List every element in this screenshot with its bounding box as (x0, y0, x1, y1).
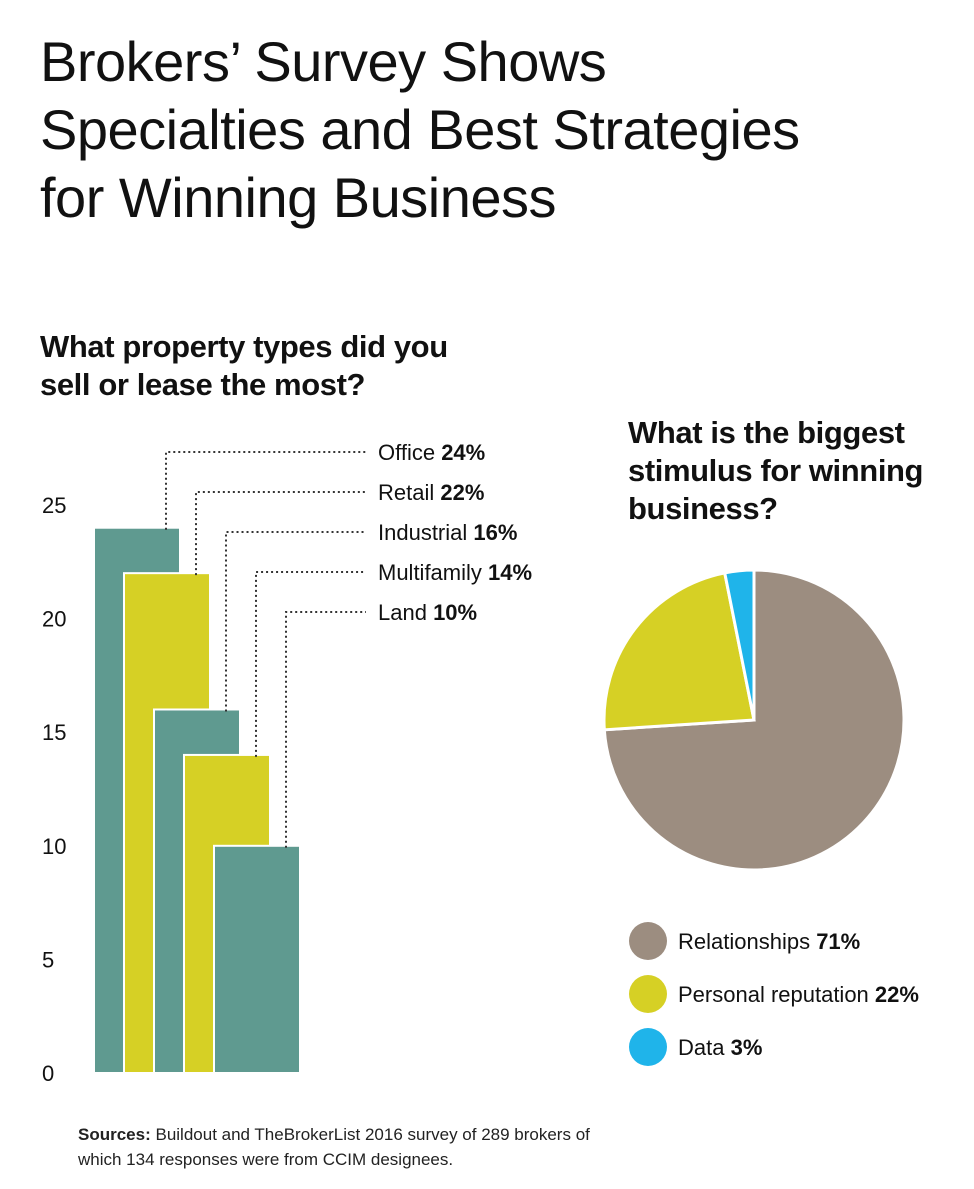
callout-leader-line (285, 611, 366, 848)
legend-swatch (629, 1028, 667, 1066)
legend-swatch (629, 922, 667, 960)
main-title-line-1: Brokers’ Survey Shows (40, 30, 607, 93)
sources-text-line-2: which 134 responses were from CCIM desig… (78, 1150, 454, 1169)
callout-leader-line (255, 571, 366, 757)
y-tick-label: 25 (42, 493, 66, 518)
bar-chart-title-line-2: sell or lease the most? (40, 367, 366, 402)
bar-chart-title: What property types did you sell or leas… (40, 328, 500, 404)
y-tick-label: 20 (42, 607, 66, 632)
category-label: Retail 22% (378, 480, 484, 505)
legend-label: Relationships 71% (678, 929, 860, 954)
pie-slice-data (722, 568, 756, 721)
value-label: 24% (441, 440, 485, 465)
main-title-line-3: for Winning Business (40, 166, 557, 229)
bar-land (213, 844, 301, 1074)
y-tick-label: 0 (42, 1061, 54, 1086)
bar-chart-title-line-1: What property types did you (40, 329, 448, 364)
legend-value: 71% (816, 929, 860, 954)
pie-chart-title-line-1: What is the biggest (628, 415, 905, 450)
callout-leader-line (165, 451, 366, 530)
sources-note: Sources: Buildout and TheBrokerList 2016… (78, 1122, 718, 1172)
category-label: Office 24% (378, 440, 485, 465)
legend-swatch (629, 975, 667, 1013)
main-title-line-2: Specialties and Best Strategies (40, 98, 800, 161)
legend-value: 22% (875, 982, 919, 1007)
value-label: 16% (473, 520, 517, 545)
legend-label: Personal reputation 22% (678, 982, 919, 1007)
pie-chart-title: What is the biggest stimulus for winning… (628, 414, 968, 528)
sources-text-line-1: Buildout and TheBrokerList 2016 survey o… (155, 1125, 590, 1144)
pie-chart-title-line-2: stimulus for winning (628, 453, 924, 488)
main-title: Brokers’ Survey Shows Specialties and Be… (40, 28, 960, 232)
legend-label: Data 3% (678, 1035, 762, 1060)
callout-leader-line (195, 491, 366, 576)
category-label: Multifamily 14% (378, 560, 532, 585)
legend-value: 3% (731, 1035, 763, 1060)
category-label: Industrial 16% (378, 520, 517, 545)
category-label: Land 10% (378, 600, 477, 625)
y-tick-label: 15 (42, 720, 66, 745)
y-tick-label: 5 (42, 947, 54, 972)
pie-chart-title-line-3: business? (628, 491, 778, 526)
y-tick-label: 10 (42, 834, 66, 859)
value-label: 10% (433, 600, 477, 625)
sources-label: Sources: (78, 1125, 151, 1144)
pie-slice-personal-reputation (602, 571, 756, 732)
value-label: 22% (440, 480, 484, 505)
value-label: 14% (488, 560, 532, 585)
